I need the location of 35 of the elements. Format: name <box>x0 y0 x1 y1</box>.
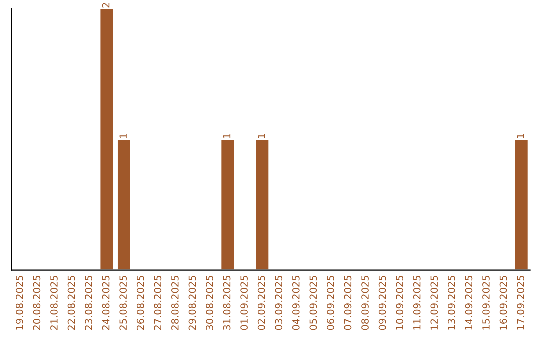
x-tick-label: 16.09.2025 <box>500 276 508 330</box>
x-tick-label: 08.09.2025 <box>362 276 369 330</box>
x-tick-label: 23.08.2025 <box>85 276 92 330</box>
x-tick-label: 07.09.2025 <box>344 276 352 330</box>
x-tick-label: 17.09.2025 <box>517 276 524 330</box>
data-label: 2 <box>102 3 110 8</box>
x-tick-label: 03.09.2025 <box>275 276 283 330</box>
x-tick-label: 30.08.2025 <box>206 276 214 330</box>
data-label: 1 <box>120 134 127 138</box>
data-label: 1 <box>517 134 524 138</box>
x-tick-label: 24.08.2025 <box>102 276 110 330</box>
x-tick-label: 28.08.2025 <box>172 276 179 330</box>
x-tick-label: 25.08.2025 <box>120 276 128 330</box>
x-tick-label: 19.08.2025 <box>16 276 24 330</box>
x-tick-label: 13.09.2025 <box>448 276 456 330</box>
x-tick-label: 04.09.2025 <box>292 276 300 330</box>
x-tick-label: 15.09.2025 <box>482 276 490 330</box>
x-tick-label: 05.09.2025 <box>310 276 318 330</box>
x-tick-label: 10.09.2025 <box>396 276 404 330</box>
x-tick-label: 26.08.2025 <box>136 276 144 330</box>
x-tick-label: 31.08.2025 <box>223 276 231 330</box>
x-tick-label: 06.09.2025 <box>327 276 334 330</box>
x-tick-label: 14.09.2025 <box>465 276 473 330</box>
x-tick-label: 21.08.2025 <box>50 276 58 330</box>
x-tick-label: 12.09.2025 <box>430 276 438 330</box>
x-tick-label: 29.08.2025 <box>188 276 196 330</box>
data-label: 1 <box>223 134 231 138</box>
x-tick-label: 27.08.2025 <box>154 276 162 330</box>
x-tick-label: 20.08.2025 <box>33 276 41 330</box>
x-tick-label: 01.09.2025 <box>240 276 248 330</box>
x-tick-label: 22.08.2025 <box>68 276 76 330</box>
x-tick-label: 11.09.2025 <box>413 276 421 330</box>
x-tick-label: 02.09.2025 <box>258 276 266 330</box>
x-tick-label: 09.09.2025 <box>378 276 386 330</box>
data-label: 1 <box>258 134 266 138</box>
